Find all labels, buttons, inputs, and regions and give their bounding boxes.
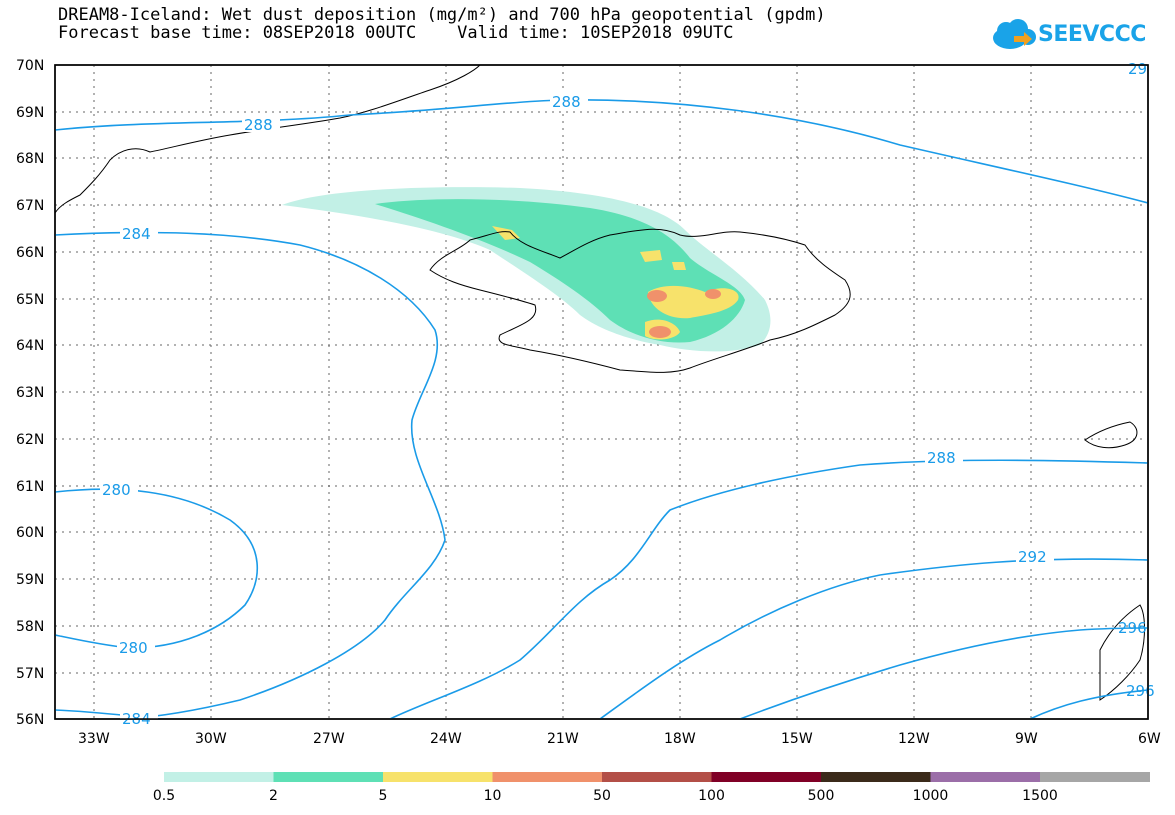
contour-label: 288 [927,449,956,467]
colorbar-swatch [273,772,384,782]
contour-label: 296 [1126,682,1155,700]
lon-label: 9W [1015,731,1038,747]
colorbar-swatch [492,772,603,782]
colorbar-label: 0.5 [153,788,175,804]
lon-label: 33W [78,731,110,747]
contour-label: 292 [1018,548,1047,566]
lat-label: 60N [16,525,44,541]
colorbar-label: 10 [484,788,502,804]
colorbar: 0.5 2 5 10 50 100 500 1000 1500 [153,772,1150,804]
dust-deposition-field [282,187,771,352]
lat-label: 61N [16,479,44,495]
colorbar-label: 100 [698,788,725,804]
lat-label: 67N [16,198,44,214]
colorbar-label: 5 [379,788,388,804]
coastlines [54,64,1145,701]
colorbar-swatch [602,772,712,782]
lat-label: 68N [16,151,44,167]
longitude-labels: 33W 30W 27W 24W 21W 18W 15W 12W 9W 6W [78,731,1161,747]
contour-label: 280 [119,639,148,657]
colorbar-label: 500 [808,788,835,804]
lat-gridlines [55,111,1148,674]
colorbar-swatch [383,772,493,782]
contour-label: 296 [1118,619,1147,637]
lon-label: 12W [898,731,930,747]
seevccc-logo: SEEVCCC [990,14,1150,54]
colorbar-swatch [164,772,274,782]
colorbar-label: 50 [593,788,611,804]
colorbar-swatch [821,772,931,782]
lat-label: 70N [16,58,44,74]
contour-label: 288 [244,116,273,134]
lon-label: 21W [547,731,579,747]
lon-label: 18W [664,731,696,747]
colorbar-label: 1000 [913,788,949,804]
contour-label: 284 [122,225,151,243]
lat-label: 59N [16,572,44,588]
lat-label: 56N [16,712,44,728]
contour-label: 29 [1128,60,1147,78]
lon-label: 27W [313,731,345,747]
title-line-1: DREAM8-Iceland: Wet dust deposition (mg/… [58,5,826,25]
lon-label: 15W [781,731,813,747]
lat-label: 62N [16,432,44,448]
contour-labels: 288 288 284 288 280 292 280 296 284 296 … [100,60,1155,728]
colorbar-swatch [930,772,1041,782]
logo-text: SEEVCCC [1038,22,1146,47]
lat-label: 63N [16,385,44,401]
lat-label: 66N [16,245,44,261]
colorbar-swatch [1040,772,1150,782]
title-line-2: Forecast base time: 08SEP2018 00UTC Vali… [58,23,734,43]
lon-label: 30W [195,731,227,747]
contour-label: 280 [102,481,131,499]
lat-label: 64N [16,338,44,354]
colorbar-label: 2 [269,788,278,804]
lat-label: 65N [16,292,44,308]
latitude-labels: 70N 69N 68N 67N 66N 65N 64N 63N 62N 61N … [16,58,44,728]
lon-label: 6W [1138,731,1161,747]
lat-label: 57N [16,666,44,682]
lon-label: 24W [430,731,462,747]
lat-label: 69N [16,105,44,121]
cloud-icon [993,19,1036,49]
colorbar-swatch [711,772,822,782]
lat-label: 58N [16,619,44,635]
colorbar-label: 1500 [1022,788,1058,804]
contour-label: 288 [552,93,581,111]
